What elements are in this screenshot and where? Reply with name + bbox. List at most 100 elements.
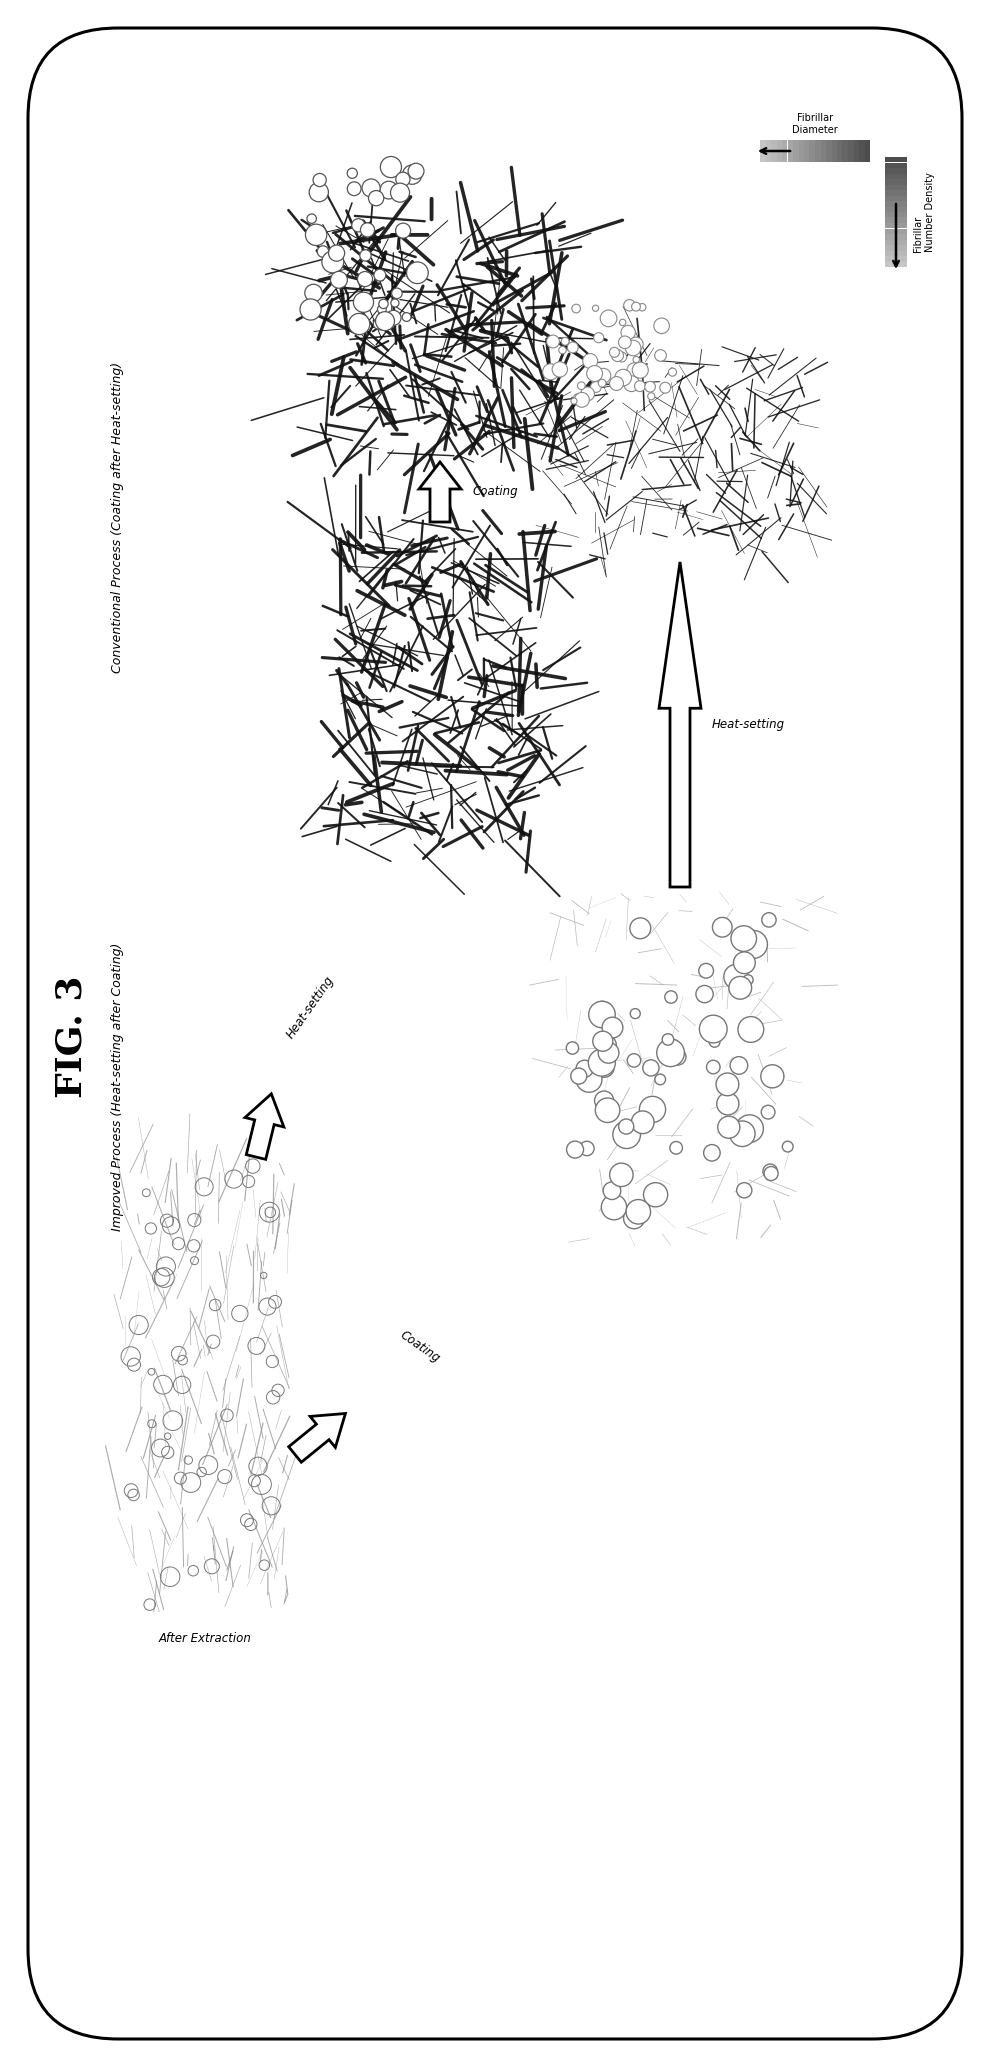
Circle shape bbox=[718, 1116, 740, 1139]
Circle shape bbox=[588, 1050, 616, 1077]
Circle shape bbox=[668, 1040, 679, 1050]
Circle shape bbox=[640, 1096, 665, 1122]
Circle shape bbox=[306, 223, 327, 246]
Circle shape bbox=[351, 219, 365, 232]
Circle shape bbox=[601, 1195, 627, 1220]
Circle shape bbox=[379, 300, 388, 308]
Circle shape bbox=[624, 300, 636, 310]
Bar bbox=[859, 141, 864, 161]
Bar bbox=[885, 180, 907, 184]
Bar bbox=[848, 141, 853, 161]
Bar bbox=[804, 141, 810, 161]
Circle shape bbox=[407, 263, 429, 283]
Circle shape bbox=[380, 157, 402, 178]
Circle shape bbox=[669, 1048, 686, 1065]
Bar bbox=[864, 141, 870, 161]
Circle shape bbox=[356, 291, 368, 304]
Bar bbox=[885, 229, 907, 234]
Circle shape bbox=[763, 1164, 777, 1178]
Circle shape bbox=[626, 341, 641, 356]
Circle shape bbox=[598, 1044, 613, 1058]
Circle shape bbox=[624, 1207, 644, 1228]
Circle shape bbox=[713, 918, 733, 936]
Circle shape bbox=[596, 368, 611, 382]
Circle shape bbox=[610, 1164, 633, 1186]
Circle shape bbox=[362, 180, 380, 196]
Circle shape bbox=[566, 1141, 583, 1158]
Circle shape bbox=[743, 976, 753, 984]
Circle shape bbox=[392, 287, 402, 298]
Circle shape bbox=[375, 318, 387, 331]
Circle shape bbox=[546, 335, 559, 347]
Circle shape bbox=[380, 182, 398, 198]
Circle shape bbox=[305, 285, 322, 302]
Bar bbox=[885, 234, 907, 240]
Bar bbox=[885, 196, 907, 200]
Bar bbox=[787, 141, 793, 161]
Circle shape bbox=[402, 312, 411, 320]
Circle shape bbox=[665, 990, 677, 1002]
Circle shape bbox=[598, 378, 606, 387]
Circle shape bbox=[704, 1145, 720, 1162]
Circle shape bbox=[617, 351, 627, 362]
Circle shape bbox=[407, 271, 416, 279]
Circle shape bbox=[602, 1017, 623, 1038]
Circle shape bbox=[639, 304, 645, 310]
Circle shape bbox=[593, 1031, 613, 1052]
Circle shape bbox=[633, 356, 640, 364]
Circle shape bbox=[627, 364, 643, 378]
Bar bbox=[885, 174, 907, 180]
Circle shape bbox=[571, 399, 577, 405]
Polygon shape bbox=[289, 1414, 346, 1461]
Circle shape bbox=[644, 382, 655, 393]
Circle shape bbox=[566, 1042, 578, 1054]
Circle shape bbox=[730, 1120, 755, 1147]
Bar bbox=[815, 141, 821, 161]
Text: After Extraction: After Extraction bbox=[158, 1633, 251, 1645]
Bar bbox=[885, 217, 907, 223]
Circle shape bbox=[574, 393, 589, 407]
Bar bbox=[771, 141, 776, 161]
Circle shape bbox=[307, 215, 317, 223]
Circle shape bbox=[764, 1166, 778, 1180]
Circle shape bbox=[647, 393, 654, 399]
Text: Conventional Process (Coating after Heat-setting): Conventional Process (Coating after Heat… bbox=[112, 362, 125, 672]
Circle shape bbox=[740, 930, 767, 959]
Circle shape bbox=[396, 172, 410, 186]
Bar bbox=[885, 167, 907, 174]
Circle shape bbox=[599, 1036, 616, 1052]
Circle shape bbox=[309, 182, 329, 203]
Circle shape bbox=[670, 1141, 682, 1153]
Circle shape bbox=[576, 1060, 593, 1077]
Circle shape bbox=[737, 1182, 751, 1199]
Circle shape bbox=[390, 184, 410, 203]
Circle shape bbox=[580, 387, 594, 401]
Circle shape bbox=[368, 190, 384, 207]
Circle shape bbox=[632, 1110, 654, 1133]
Circle shape bbox=[591, 1000, 614, 1025]
Bar bbox=[837, 141, 842, 161]
Circle shape bbox=[377, 306, 386, 314]
Polygon shape bbox=[245, 1093, 284, 1160]
Circle shape bbox=[724, 965, 748, 988]
Bar bbox=[885, 263, 907, 267]
Circle shape bbox=[373, 318, 383, 329]
Text: Heat-setting: Heat-setting bbox=[284, 974, 337, 1040]
Circle shape bbox=[353, 291, 373, 312]
Circle shape bbox=[598, 1042, 619, 1062]
Circle shape bbox=[782, 1141, 793, 1151]
Circle shape bbox=[654, 349, 666, 362]
Circle shape bbox=[729, 976, 751, 998]
Circle shape bbox=[592, 306, 599, 312]
Circle shape bbox=[577, 382, 585, 389]
Circle shape bbox=[668, 368, 676, 376]
Bar bbox=[853, 141, 859, 161]
Bar bbox=[885, 223, 907, 229]
Circle shape bbox=[633, 362, 648, 378]
Circle shape bbox=[329, 246, 345, 260]
Circle shape bbox=[736, 1114, 763, 1143]
Bar bbox=[832, 141, 837, 161]
Circle shape bbox=[552, 362, 567, 376]
Circle shape bbox=[621, 325, 636, 339]
Circle shape bbox=[590, 382, 601, 393]
